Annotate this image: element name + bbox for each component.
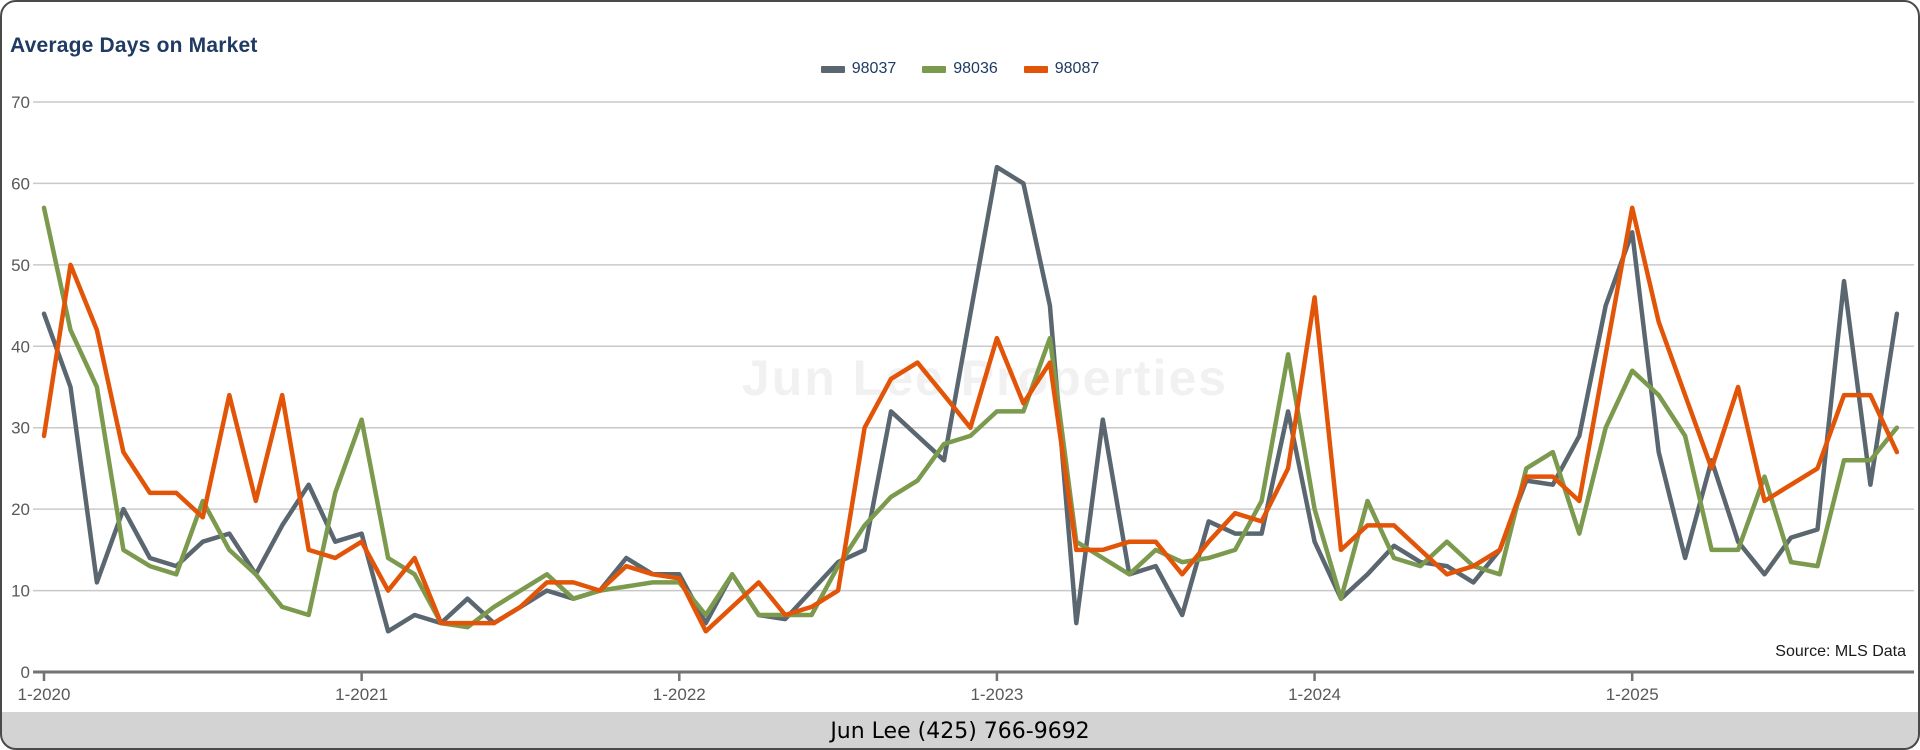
svg-text:1-2024: 1-2024: [1288, 685, 1341, 704]
svg-text:20: 20: [11, 500, 30, 519]
legend: 98037 98036 98087: [0, 60, 1920, 78]
svg-text:30: 30: [11, 419, 30, 438]
footer-contact: Jun Lee (425) 766-9692: [830, 718, 1090, 744]
svg-text:40: 40: [11, 337, 30, 356]
chart-title: Average Days on Market: [10, 34, 258, 57]
svg-text:0: 0: [21, 663, 30, 682]
series-line-98036: [41, 205, 1900, 630]
legend-label: 98036: [953, 60, 998, 77]
legend-label: 98087: [1054, 60, 1100, 77]
legend-swatch-icon: [1023, 65, 1048, 73]
svg-text:1-2020: 1-2020: [18, 685, 71, 704]
svg-text:1-2025: 1-2025: [1606, 685, 1659, 704]
svg-text:1-2021: 1-2021: [335, 685, 388, 704]
legend-swatch-icon: [922, 65, 947, 73]
svg-text:70: 70: [11, 93, 30, 112]
svg-text:50: 50: [11, 256, 30, 275]
legend-item-98037[interactable]: 98037: [820, 60, 897, 78]
footer-bar: Jun Lee (425) 766-9692: [0, 712, 1920, 750]
source-note: Source: MLS Data: [1775, 643, 1906, 660]
svg-text:1-2022: 1-2022: [653, 685, 706, 704]
svg-text:60: 60: [11, 174, 30, 193]
legend-item-98087[interactable]: 98087: [1023, 60, 1100, 78]
legend-label: 98037: [851, 60, 897, 77]
svg-text:10: 10: [11, 582, 30, 601]
legend-swatch-icon: [820, 65, 845, 73]
series-line-98087: [41, 205, 1900, 634]
svg-text:1-2023: 1-2023: [970, 685, 1023, 704]
legend-item-98036[interactable]: 98036: [922, 60, 998, 78]
series-line-98037: [41, 164, 1900, 634]
